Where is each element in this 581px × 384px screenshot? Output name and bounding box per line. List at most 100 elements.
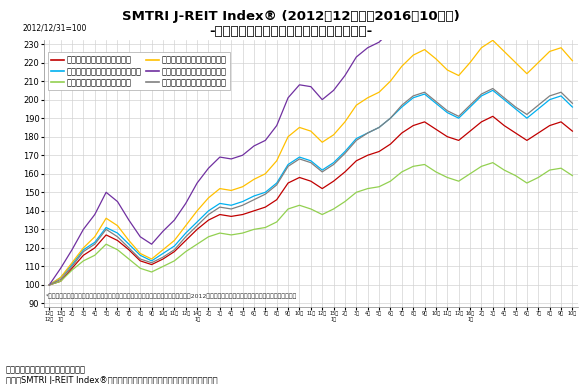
商業インデックス（配当込） [478, 45, 485, 50]
住宅インデックス（配当込） [569, 173, 576, 178]
物流インデックス（配当込） [364, 45, 371, 50]
複合インデックス（配当込） [375, 125, 382, 130]
オフィスインデックス（配当込） [489, 88, 496, 93]
住宅インデックス（配当込） [410, 164, 417, 169]
商業インデックス（配当込） [273, 159, 280, 163]
商業インデックス（配当込） [375, 90, 382, 94]
商業インデックス（配当込） [512, 60, 519, 65]
オフィスインデックス（配当込） [137, 253, 144, 258]
総合インデックス（配当込） [250, 209, 257, 213]
住宅インデックス（配当込） [421, 162, 428, 167]
総合インデックス（配当込） [46, 283, 53, 287]
複合インデックス（配当込） [250, 197, 257, 202]
複合インデックス（配当込） [296, 157, 303, 161]
商業インデックス（配当込） [342, 119, 349, 124]
商業インデックス（配当込） [387, 79, 394, 83]
複合インデックス（配当込） [160, 255, 167, 260]
総合インデックス（配当込） [307, 179, 314, 184]
住宅インデックス（配当込） [319, 212, 326, 217]
総合インデックス（配当込） [319, 186, 326, 191]
商業インデックス（配当込） [399, 64, 406, 69]
オフィスインデックス（配当込） [296, 155, 303, 159]
複合インデックス（配当込） [114, 235, 121, 239]
複合インデックス（配当込） [57, 277, 64, 282]
オフィスインデックス（配当込） [46, 283, 53, 287]
総合インデックス（配当込） [501, 123, 508, 128]
総合インデックス（配当込） [399, 131, 406, 135]
総合インデックス（配当込） [342, 170, 349, 174]
Line: 複合インデックス（配当込）: 複合インデックス（配当込） [49, 88, 572, 285]
住宅インデックス（配当込） [432, 170, 439, 174]
総合インデックス（配当込） [137, 258, 144, 263]
複合インデックス（配当込） [262, 192, 269, 197]
総合インデックス（配当込） [478, 119, 485, 124]
総合インデックス（配当込） [353, 159, 360, 163]
物流インデックス（配当込） [193, 181, 200, 185]
オフィスインデックス（配当込） [375, 125, 382, 130]
物流インデックス（配当込） [125, 218, 132, 222]
住宅インデックス（配当込） [512, 173, 519, 178]
総合インデックス（配当込） [91, 246, 98, 250]
オフィスインデックス（配当込） [114, 231, 121, 235]
Legend: 総合インデックス（配当込）, オフィスインデックス（配当込）, 住宅インデックス（配当込）, 商業インデックス（配当込）, 物流インデックス（配当込）, 複合イ: 総合インデックス（配当込）, オフィスインデックス（配当込）, 住宅インデックス… [48, 53, 230, 90]
複合インデックス（配当込） [523, 112, 530, 117]
商業インデックス（配当込） [171, 238, 178, 243]
複合インデックス（配当込） [342, 151, 349, 156]
複合インデックス（配当込） [535, 103, 541, 108]
オフィスインデックス（配当込） [103, 225, 110, 230]
複合インデックス（配当込） [205, 212, 212, 217]
商業インデックス（配当込） [489, 38, 496, 43]
複合インデックス（配当込） [478, 92, 485, 96]
総合インデックス（配当込） [171, 249, 178, 254]
複合インデックス（配当込） [467, 103, 474, 108]
住宅インデックス（配当込） [546, 168, 553, 172]
商業インデックス（配当込） [330, 132, 337, 137]
物流インデックス（配当込） [523, 20, 530, 24]
オフィスインデックス（配当込） [501, 97, 508, 102]
物流インデックス（配当込） [46, 283, 53, 287]
物流インデックス（配当込） [285, 96, 292, 100]
オフィスインデックス（配当込） [535, 107, 541, 111]
住宅インデックス（配当込） [375, 184, 382, 189]
物流インデックス（配当込） [216, 155, 223, 159]
Line: 住宅インデックス（配当込）: 住宅インデックス（配当込） [49, 163, 572, 285]
物流インデックス（配当込） [171, 218, 178, 222]
住宅インデックス（配当込） [46, 283, 53, 287]
商業インデックス（配当込） [501, 49, 508, 54]
オフィスインデックス（配当込） [364, 131, 371, 135]
オフィスインデックス（配当込） [512, 107, 519, 111]
総合インデックス（配当込） [558, 119, 565, 124]
総合インデックス（配当込） [193, 227, 200, 232]
複合インデックス（配当込） [216, 205, 223, 209]
複合インデックス（配当込） [91, 242, 98, 247]
総合インデックス（配当込） [410, 123, 417, 128]
住宅インデックス（配当込） [171, 258, 178, 263]
住宅インデックス（配当込） [57, 279, 64, 283]
オフィスインデックス（配当込） [57, 275, 64, 280]
住宅インデックス（配当込） [228, 233, 235, 237]
複合インデックス（配当込） [558, 90, 565, 94]
物流インデックス（配当込） [250, 144, 257, 148]
商業インデックス（配当込） [410, 53, 417, 58]
商業インデックス（配当込） [216, 186, 223, 191]
総合インデックス（配当込） [523, 138, 530, 143]
商業インデックス（配当込） [57, 275, 64, 280]
複合インデックス（配当込） [569, 101, 576, 106]
複合インデックス（配当込） [80, 249, 87, 254]
物流インデックス（配当込） [80, 227, 87, 232]
物流インデックス（配当込） [535, 7, 541, 11]
総合インデックス（配当込） [69, 266, 76, 271]
商業インデックス（配当込） [444, 68, 451, 72]
住宅インデックス（配当込） [558, 166, 565, 170]
住宅インデックス（配当込） [137, 266, 144, 271]
住宅インデックス（配当込） [91, 253, 98, 258]
オフィスインデックス（配当込） [69, 262, 76, 267]
商業インデックス（配当込） [558, 45, 565, 50]
住宅インデックス（配当込） [80, 258, 87, 263]
商業インデックス（配当込） [69, 260, 76, 265]
オフィスインデックス（配当込） [467, 105, 474, 109]
物流インデックス（配当込） [512, 7, 519, 11]
複合インデックス（配当込） [364, 131, 371, 135]
オフィスインデックス（配当込） [432, 101, 439, 106]
物流インデックス（配当込） [342, 73, 349, 78]
